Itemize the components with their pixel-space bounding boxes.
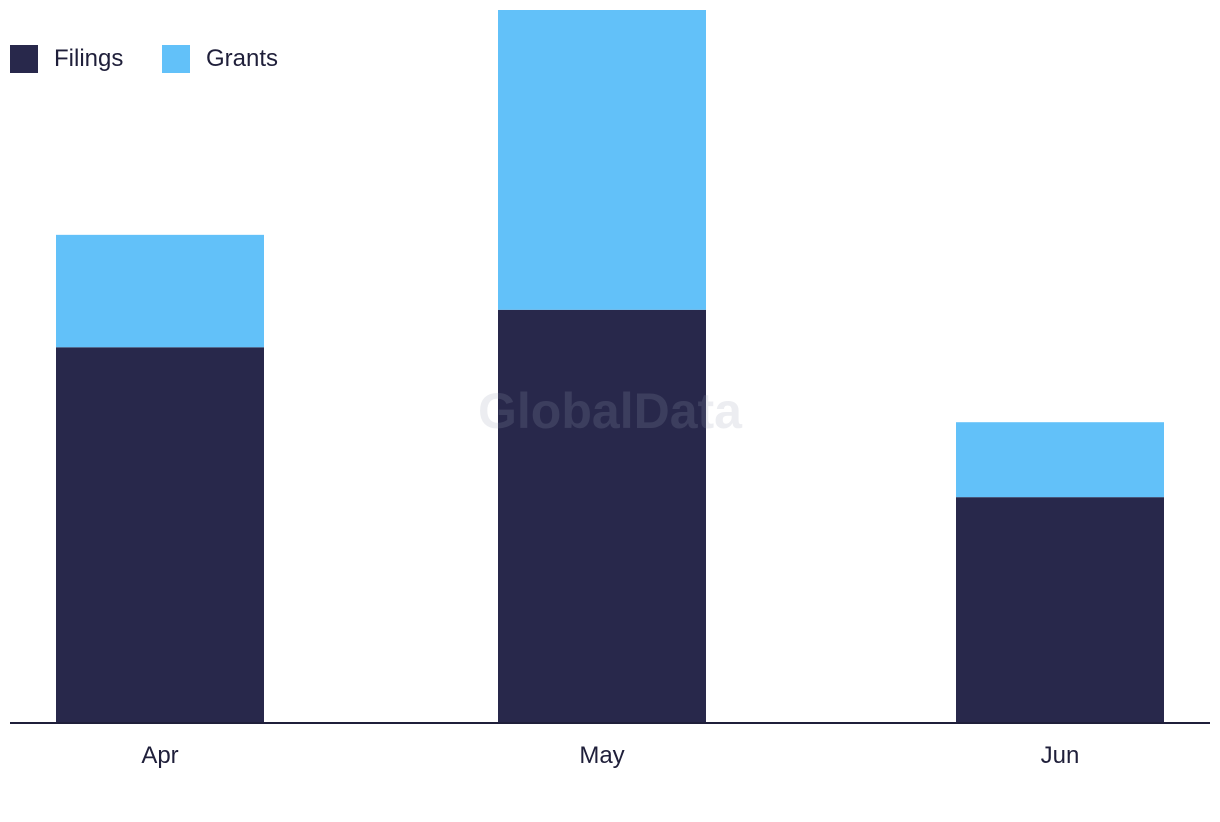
legend-swatch-filings (10, 45, 38, 73)
bar-filings-may[interactable] (498, 309, 706, 722)
bar-grants-apr[interactable] (56, 234, 264, 348)
watermark-text: GlobalData (478, 383, 743, 439)
x-tick-label-apr: Apr (141, 742, 178, 769)
legend-label-grants: Grants (206, 45, 278, 72)
x-tick-label-jun: Jun (1041, 742, 1080, 769)
bar-grants-jun[interactable] (956, 422, 1164, 498)
legend: Filings Grants (10, 45, 278, 73)
x-tick-label-may: May (579, 742, 624, 769)
bars-group (56, 10, 1164, 722)
bar-grants-may[interactable] (498, 10, 706, 310)
bar-filings-apr[interactable] (56, 347, 264, 722)
legend-label-filings: Filings (54, 45, 123, 72)
bar-filings-jun[interactable] (956, 497, 1164, 722)
x-axis-ticks: Apr May Jun (141, 742, 1079, 769)
legend-item-filings[interactable]: Filings (10, 45, 123, 73)
legend-item-grants[interactable]: Grants (162, 45, 278, 73)
legend-swatch-grants (162, 45, 190, 73)
